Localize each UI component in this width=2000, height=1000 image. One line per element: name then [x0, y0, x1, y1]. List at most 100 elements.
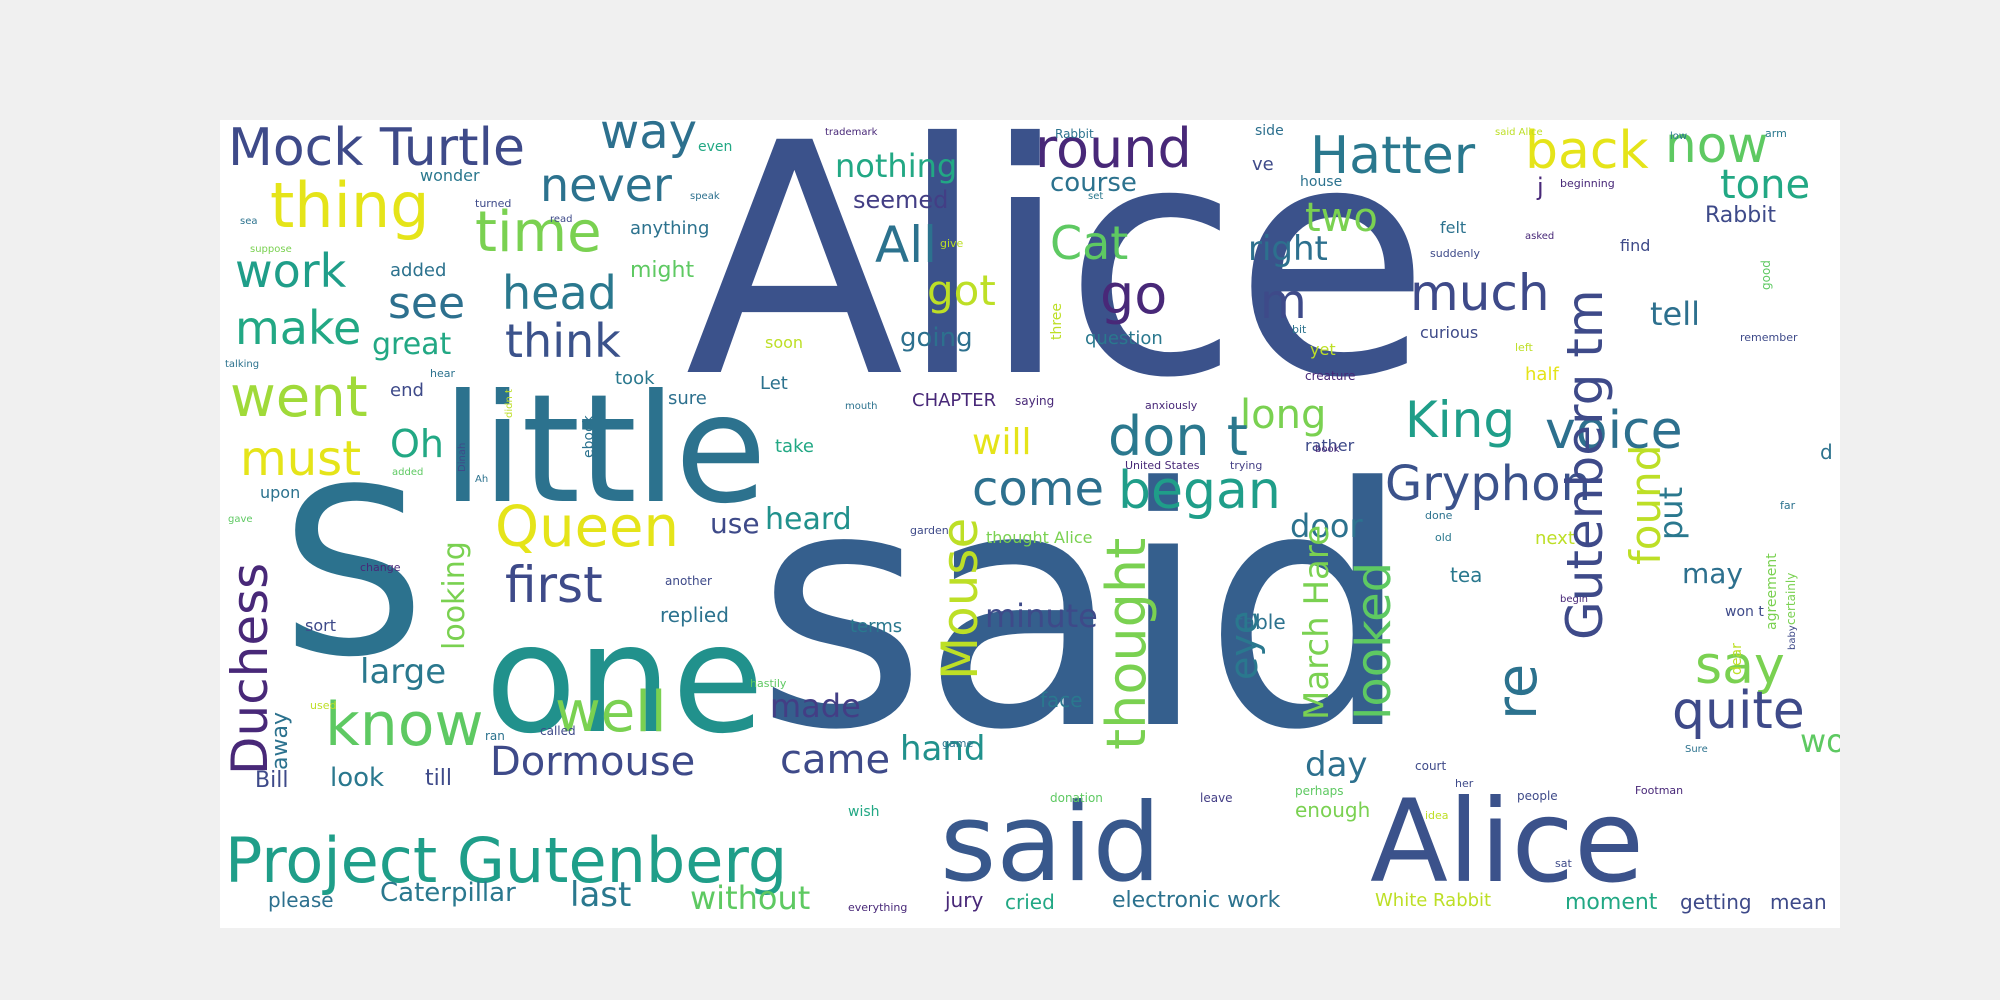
word-mouth: mouth	[845, 401, 878, 412]
word-another: another	[665, 574, 712, 588]
word-wont: won t	[1725, 604, 1764, 620]
word-cried: cried	[1005, 890, 1055, 914]
word-alice-large: Alice	[685, 120, 1431, 448]
word-eye: eye	[1222, 610, 1266, 680]
word-know: know	[325, 690, 484, 760]
word-door: door	[1290, 507, 1363, 545]
word-said-large: said	[755, 418, 1412, 802]
word-asked: asked	[1525, 231, 1555, 242]
word-low: low	[1670, 131, 1688, 142]
word-question: question	[1085, 328, 1163, 349]
word-arm: arm	[1765, 127, 1787, 140]
word-united-states: United States	[1125, 459, 1200, 472]
word-trying: trying	[1230, 459, 1263, 472]
word-great: great	[372, 327, 452, 362]
word-away: away	[268, 712, 293, 770]
word-beginning: beginning	[1560, 177, 1615, 190]
word-long: long	[1240, 392, 1327, 438]
word-wonder: wonder	[420, 166, 480, 185]
word-course: course	[1050, 168, 1137, 198]
word-two: two	[1305, 195, 1378, 241]
word-d: d	[1820, 440, 1833, 464]
word-seemed: seemed	[853, 186, 949, 214]
word-re: re	[1485, 663, 1550, 720]
word-dear: dear	[1729, 643, 1745, 675]
word-even: even	[698, 139, 733, 155]
word-idea: idea	[1425, 809, 1449, 822]
word-perhaps: perhaps	[1295, 784, 1344, 798]
word-work: work	[235, 244, 347, 298]
word-cat: Cat	[1050, 216, 1129, 270]
word-felt: felt	[1440, 218, 1467, 237]
word-trademark: trademark	[825, 127, 878, 138]
word-mouse: Mouse	[931, 517, 989, 680]
word-time: time	[475, 200, 602, 265]
word-go: go	[1100, 263, 1168, 326]
word-look: look	[330, 763, 385, 793]
word-baby: baby	[1787, 625, 1798, 650]
word-looking: looking	[437, 541, 472, 650]
word-m: m	[1260, 274, 1307, 330]
word-may: may	[1682, 557, 1744, 590]
word-anything: anything	[630, 218, 710, 239]
word-first: first	[505, 556, 603, 614]
word-set: set	[1088, 191, 1104, 202]
word-project-gutenberg: Project Gutenberg	[225, 824, 788, 897]
word-done: done	[1425, 509, 1453, 522]
word-right: right	[1248, 229, 1328, 269]
word-dinah: Dinah	[457, 442, 468, 472]
word-minute: minute	[985, 597, 1098, 635]
word-tea: tea	[1450, 563, 1483, 587]
word-garden: garden	[910, 524, 949, 537]
word-people: people	[1517, 789, 1558, 803]
word-dont: don t	[1108, 405, 1248, 468]
word-rather: rather	[1305, 436, 1355, 455]
word-took: took	[615, 368, 655, 389]
word-next: next	[1535, 528, 1575, 549]
word-come: come	[972, 461, 1105, 517]
word-bit: bit	[1292, 323, 1307, 336]
word-good: good	[1759, 260, 1773, 290]
word-will: will	[972, 422, 1032, 463]
word-began: began	[1118, 461, 1281, 521]
word-suddenly: suddenly	[1430, 247, 1480, 260]
word-far: far	[1780, 499, 1796, 512]
word-without: without	[690, 879, 811, 917]
word-read: read	[550, 214, 573, 225]
word-king: King	[1405, 391, 1516, 449]
word-large: large	[360, 652, 447, 692]
word-looked: looked	[1346, 561, 1402, 720]
word-table: table	[1235, 610, 1286, 634]
word-chapter: CHAPTER	[912, 390, 997, 411]
word-alice-2: Alice	[1370, 775, 1645, 908]
word-think: think	[505, 314, 621, 368]
word-jury: jury	[945, 888, 984, 912]
word-her: her	[1455, 777, 1474, 790]
word-bill: Bill	[255, 768, 289, 793]
word-s: S	[280, 441, 426, 708]
word-house: house	[1300, 174, 1343, 190]
word-terms: terms	[850, 616, 903, 637]
word-leave: leave	[1200, 791, 1233, 805]
word-heard: heard	[765, 502, 852, 537]
word-sort: sort	[305, 616, 336, 635]
word-cloud: Alice said little S one said Alice Proje…	[220, 120, 1840, 928]
word-queen: Queen	[495, 495, 679, 560]
word-court: court	[1415, 759, 1447, 773]
word-rabbit-sm: Rabbit	[1705, 203, 1776, 228]
word-might: might	[630, 258, 695, 283]
word-quite: quite	[1672, 681, 1805, 741]
word-march-hare: March Hare	[1297, 524, 1337, 720]
word-anxiously: anxiously	[1145, 399, 1198, 412]
word-book: book	[1315, 444, 1340, 455]
word-enough: enough	[1295, 798, 1371, 822]
word-take: take	[775, 436, 814, 457]
word-j: j	[1537, 173, 1544, 201]
word-three: three	[1049, 302, 1065, 340]
word-thought: thought	[1095, 537, 1158, 750]
word-make: make	[235, 301, 362, 355]
word-hastily: hastily	[750, 677, 787, 690]
word-came: came	[780, 737, 891, 783]
word-mean: mean	[1770, 890, 1827, 914]
word-gave: gave	[228, 514, 253, 525]
